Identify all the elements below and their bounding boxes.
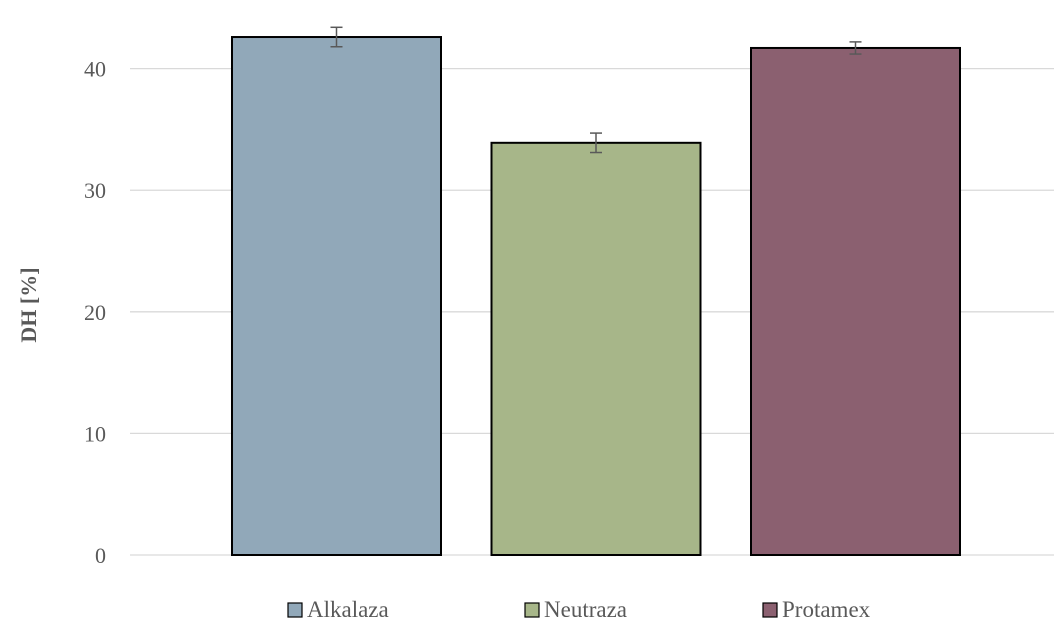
legend-label-neutraza: Neutraza [544, 597, 627, 622]
legend-swatch-neutraza [524, 602, 540, 618]
legend: Alkalaza Neutraza Protamex [287, 597, 871, 622]
y-tick-label: 20 [84, 300, 106, 325]
y-tick-label: 0 [95, 543, 106, 568]
bar-alkalaza [231, 36, 442, 557]
bars [231, 36, 961, 557]
legend-swatch-protamex [762, 602, 778, 618]
y-tick-label: 10 [84, 421, 106, 446]
legend-swatch-alkalaza [287, 602, 303, 618]
bar-neutraza [490, 141, 702, 556]
y-axis-ticks: 0 10 20 30 40 [84, 57, 106, 568]
bar-protamex [750, 46, 961, 556]
error-bars [330, 26, 862, 154]
legend-label-alkalaza: Alkalaza [307, 597, 389, 622]
y-tick-label: 40 [84, 57, 106, 82]
y-axis-label: DH [%] [16, 267, 41, 342]
legend-label-protamex: Protamex [782, 597, 871, 622]
y-tick-label: 30 [84, 178, 106, 203]
